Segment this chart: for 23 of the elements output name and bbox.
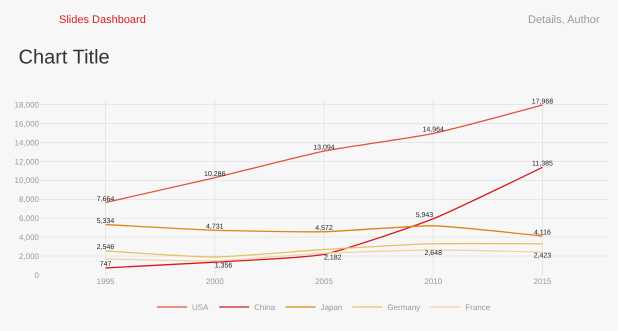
legend-label: Germany — [387, 303, 420, 312]
y-tick-label: 12,000 — [14, 157, 40, 166]
y-tick-label: 10,000 — [14, 176, 40, 186]
text: Slides Dashboard — [59, 14, 146, 26]
legend-label: Japan — [320, 303, 342, 312]
legend-label: USA — [192, 303, 210, 312]
legend-label: China — [254, 303, 276, 312]
y-tick-label: 2,000 — [18, 252, 40, 261]
chart-title: Chart Title — [18, 46, 110, 68]
y-tick-label: 14,000 — [14, 138, 40, 148]
y-tick-label: 6,000 — [18, 214, 40, 224]
x-tick-label: 2000 — [206, 277, 224, 286]
text: Details, Author — [528, 14, 600, 26]
y-tick-label: 8,000 — [18, 195, 40, 204]
x-tick-label: 1995 — [96, 277, 115, 286]
y-tick-label: 18,000 — [14, 100, 40, 110]
legend-label: France — [465, 303, 491, 312]
y-tick-label: 0 — [34, 270, 40, 280]
x-tick-label: 2015 — [534, 277, 552, 286]
y-tick-label: 16,000 — [14, 119, 40, 128]
x-tick-label: 2005 — [315, 277, 334, 286]
x-tick-label: 2010 — [424, 277, 443, 286]
y-tick-label: 4,000 — [18, 232, 40, 242]
